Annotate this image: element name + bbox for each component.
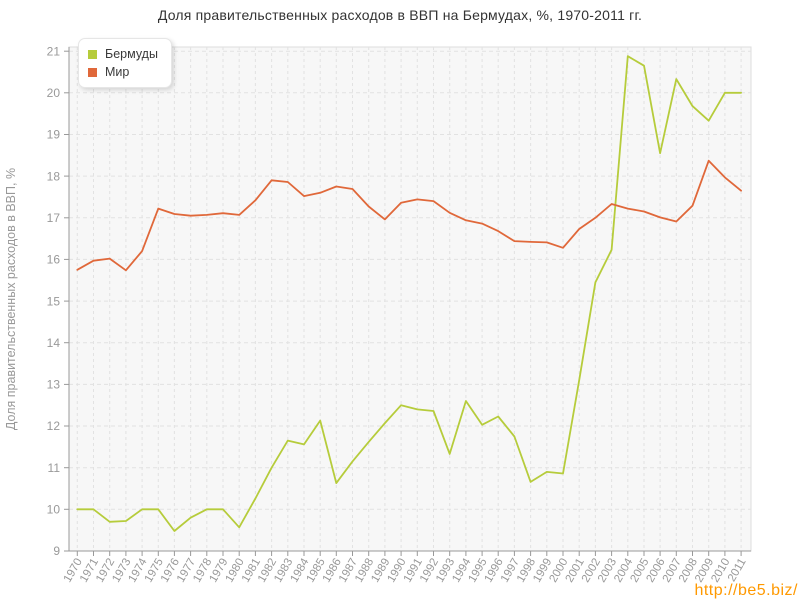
bermuda-series-line — [76, 55, 742, 532]
y-tick-label: 18 — [47, 169, 61, 183]
y-tick-label: 21 — [47, 44, 61, 58]
legend-swatch-world — [88, 67, 97, 77]
y-tick-label: 14 — [47, 336, 61, 350]
y-tick-label: 12 — [47, 419, 61, 433]
x-tick-label: 2011 — [726, 557, 749, 584]
legend: Бермуды Мир — [78, 38, 172, 88]
y-tick-label: 9 — [53, 544, 60, 558]
plot-area — [68, 46, 752, 552]
y-tick-label: 11 — [48, 461, 61, 475]
legend-label-world: Мир — [105, 65, 130, 79]
y-tick-label: 10 — [47, 503, 61, 517]
watermark-link[interactable]: http://be5.biz/ — [694, 582, 798, 599]
y-tick-label: 19 — [47, 128, 61, 142]
y-tick-label: 13 — [47, 378, 61, 392]
y-tick-label: 15 — [47, 294, 61, 308]
legend-item-bermuda: Бермуды — [88, 45, 158, 63]
chart-title: Доля правительственных расходов в ВВП на… — [157, 7, 643, 23]
y-axis-title: Доля правительственных расходов в ВВП, % — [4, 168, 18, 430]
y-tick-label: 20 — [47, 86, 61, 100]
world-series-line — [76, 159, 742, 272]
y-tick-label: 16 — [47, 253, 61, 267]
y-tick-label: 17 — [47, 211, 61, 225]
legend-item-world: Мир — [88, 63, 158, 81]
legend-swatch-bermuda — [88, 49, 97, 59]
legend-label-bermuda: Бермуды — [105, 47, 158, 61]
